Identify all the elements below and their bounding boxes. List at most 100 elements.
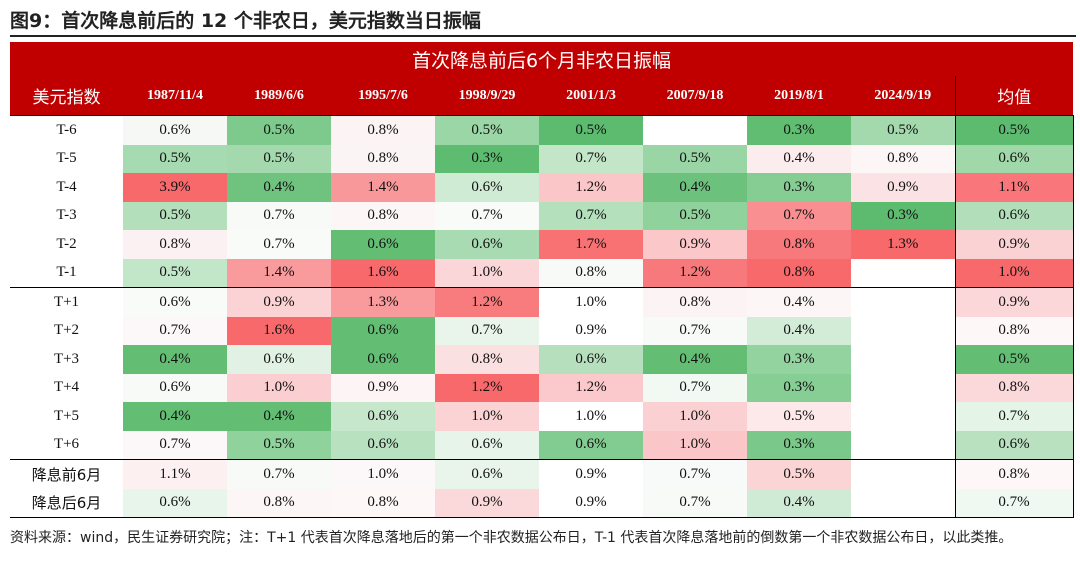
table-cell: 0.6% [123,373,227,402]
table-cell: 1.2% [539,373,643,402]
table-row: T+2 0.7% 1.6% 0.6% 0.7% 0.9% 0.7% 0.4% 0.8% [10,316,1074,345]
table-cell: 0.4% [123,402,227,431]
table-cell: 0.3% [747,430,851,460]
column-header: 1987/11/4 [123,76,227,116]
table-cell: 0.8% [954,373,1074,402]
table-cell: 0.6% [331,345,435,374]
row-label: T-5 [56,150,77,167]
table-cell: 0.5% [123,144,227,173]
amplitude-table: 首次降息前后6个月非农日振幅 美元指数 1987/11/4 1989/6/6 199… [10,42,1074,518]
table-cell: 0.8% [747,230,851,259]
table-cell: 0.7% [123,316,227,345]
table-cell: 0.4% [227,402,331,431]
table-cell [851,373,955,402]
table-cell: 0.3% [851,201,955,230]
table-cell: 0.5% [747,402,851,431]
table-cell: 0.6% [331,402,435,431]
table-cell: 0.7% [643,373,747,402]
table-cell: 0.7% [539,201,643,230]
table-cell: 0.7% [539,144,643,173]
table-cell: 0.4% [747,488,851,518]
table-cell [851,345,955,374]
table-cell: 0.6% [954,430,1074,460]
table-cell: 1.2% [435,287,539,317]
table-cell: 0.7% [643,459,747,489]
table-cell: 0.8% [331,115,435,145]
table-cell: 0.5% [954,115,1074,145]
table-cell: 0.4% [227,173,331,202]
row-label: T+1 [10,287,123,317]
table-cell: 1.2% [435,373,539,402]
table-cell: 0.6% [331,230,435,259]
row-label: 降息后6月 [10,488,123,518]
table-cell [851,287,955,317]
table-cell: 0.4% [123,345,227,374]
table-cell: 0.8% [643,287,747,317]
column-header: 2019/8/1 [747,76,851,116]
table-cell: 0.5% [643,201,747,230]
table-cell: 0.4% [643,345,747,374]
table-cell: 0.8% [331,144,435,173]
table-cell: 0.9% [331,373,435,402]
table-cell: 1.0% [435,402,539,431]
row-header-label: 美元指数 [10,76,123,116]
table-cell: 1.4% [227,258,331,288]
table-cell: 0.5% [227,144,331,173]
table-cell: 0.8% [331,488,435,518]
table-cell: 1.0% [643,402,747,431]
table-cell: 0.9% [539,459,643,489]
table-cell: 0.6% [435,430,539,460]
table-cell: 0.7% [954,402,1074,431]
table-cell: 1.4% [331,173,435,202]
table-row: T+4 0.6% 1.0% 0.9% 1.2% 1.2% 0.7% 0.3% 0.8% [10,373,1074,402]
row-label: T-2 [56,235,77,252]
table-cell: 0.5% [643,144,747,173]
table-row: T-3 0.5% 0.7% 0.8% 0.7% 0.7% 0.5% 0.7% 0.3% 0.6% [10,201,1074,230]
table-cell: 0.9% [851,173,955,202]
row-label: T+6 [53,436,80,453]
table-cell: 0.3% [747,373,851,402]
row-label: T+3 [53,350,80,367]
table-cell [851,402,955,431]
row-label: T-3 [56,207,77,224]
table-cell: 0.7% [435,201,539,230]
table-cell [643,115,747,145]
table-cell: 0.6% [954,201,1074,230]
table-cell: 1.0% [954,258,1074,288]
table-cell: 0.3% [747,173,851,202]
table-cell: 0.6% [954,144,1074,173]
table-cell: 1.2% [643,258,747,288]
table-cell: 0.6% [435,173,539,202]
table-cell: 0.6% [123,488,227,518]
table-cell: 0.6% [435,230,539,259]
table-cell: 0.5% [747,459,851,489]
table-cell: 1.3% [331,287,435,317]
table-cell: 0.7% [227,230,331,259]
table-cell: 0.6% [123,287,227,317]
table-cell: 0.7% [954,488,1074,518]
table-row: T+1 0.6% 0.9% 1.3% 1.2% 1.0% 0.8% 0.4% 0.9% [10,287,1074,317]
table-cell: 1.2% [539,173,643,202]
row-label: T+4 [53,379,80,396]
table-row: 降息后6月 0.6% 0.8% 0.8% 0.9% 0.9% 0.7% 0.4% 0.7% [10,488,1074,518]
table-cell: 0.8% [954,459,1074,489]
table-row: T-5 0.5% 0.5% 0.8% 0.3% 0.7% 0.5% 0.4% 0.8% 0.6% [10,144,1074,173]
table-row: T-1 0.5% 1.4% 1.6% 1.0% 0.8% 1.2% 0.8% 1.0% [10,258,1074,288]
table-row: T-2 0.8% 0.7% 0.6% 0.6% 1.7% 0.9% 0.8% 1.3% 0.9% [10,230,1074,259]
table-cell: 0.8% [954,316,1074,345]
table-cell: 0.8% [435,345,539,374]
table-cell: 0.5% [954,345,1074,374]
table-cell: 0.9% [539,316,643,345]
table-cell: 0.8% [227,488,331,518]
table-cell: 1.0% [539,287,643,317]
table-cell: 0.8% [851,144,955,173]
row-label: T-4 [56,178,77,195]
table-cell: 0.5% [123,201,227,230]
column-header: 均值 [954,76,1074,116]
table-cell: 0.7% [643,316,747,345]
column-header: 2001/1/3 [539,76,643,116]
table-cell: 0.5% [123,258,227,288]
table-cell: 0.3% [747,115,851,145]
table-cell: 0.7% [643,488,747,518]
table-cell: 0.6% [331,430,435,460]
